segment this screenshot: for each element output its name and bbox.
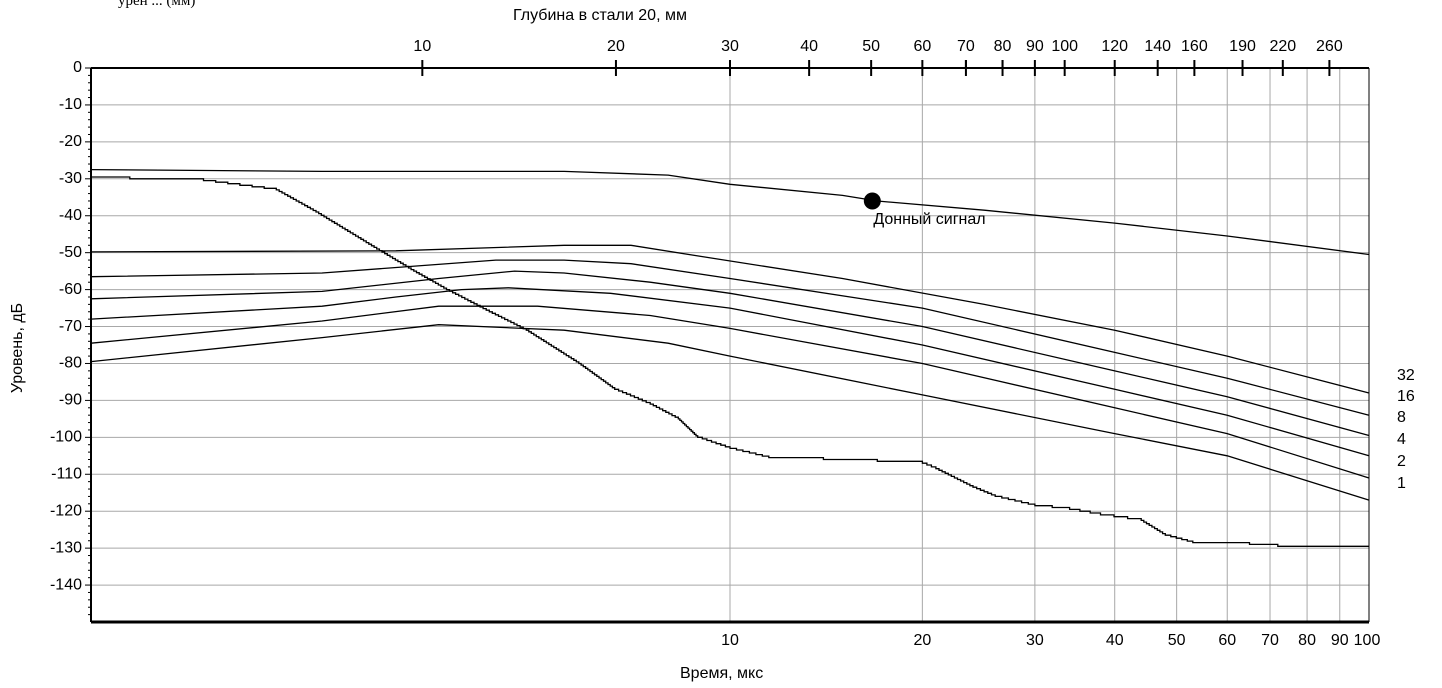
series-line-2 — [90, 305, 1370, 479]
top-tick-label: 70 — [957, 38, 975, 55]
y-tick-label: -30 — [59, 170, 82, 187]
series-line-1 — [90, 324, 1370, 501]
y-tick-label: -20 — [59, 133, 82, 150]
x-tick-label: 80 — [1298, 632, 1316, 649]
grid — [91, 68, 1370, 622]
top-tick-label: 10 — [413, 38, 431, 55]
x-tick-label: 10 — [721, 632, 739, 649]
top-tick-label: 80 — [994, 38, 1012, 55]
top-tick-label: 220 — [1269, 38, 1296, 55]
series-line-32 — [90, 244, 1370, 394]
y-tick-label: -10 — [59, 96, 82, 113]
y-tick-label: -120 — [50, 502, 82, 519]
series-label-1: 1 — [1397, 475, 1406, 492]
y-tick-label: -110 — [51, 465, 82, 482]
caption-fragment: урен ... (мм) — [118, 0, 196, 9]
x-tick-label: 100 — [1354, 632, 1381, 649]
top-tick-label: 30 — [721, 38, 739, 55]
top-tick-label: 100 — [1051, 38, 1078, 55]
y-tick-label: -50 — [59, 244, 82, 261]
y-tick-label: -100 — [50, 429, 82, 446]
x-tick-label: 60 — [1218, 632, 1236, 649]
x-tick-label: 30 — [1026, 632, 1044, 649]
x-axis-title: Время, мкс — [680, 665, 764, 682]
series-line-curve-7 — [91, 176, 1369, 547]
bottom-signal-label: Донный сигнал — [873, 211, 985, 228]
series-label-4: 4 — [1397, 431, 1406, 448]
top-tick-label: 160 — [1181, 38, 1208, 55]
y-tick-label: -140 — [50, 576, 82, 593]
series-line-4 — [90, 287, 1370, 457]
top-tick-label: 90 — [1026, 38, 1044, 55]
top-tick-label: 40 — [800, 38, 818, 55]
y-tick-label: 0 — [73, 59, 82, 76]
series-line-8 — [90, 270, 1370, 437]
series-label-2: 2 — [1397, 453, 1406, 470]
top-tick-label: 120 — [1101, 38, 1128, 55]
series-label-32: 32 — [1397, 367, 1415, 384]
top-tick-label: 260 — [1316, 38, 1343, 55]
x-tick-label: 40 — [1106, 632, 1124, 649]
axes — [85, 60, 1370, 624]
x-tick-label: 90 — [1331, 632, 1349, 649]
y-tick-label: -90 — [59, 392, 82, 409]
series-label-8: 8 — [1397, 409, 1406, 426]
top-tick-label: 60 — [913, 38, 931, 55]
series-line-curve-0 — [90, 168, 1370, 256]
x-tick-label: 70 — [1261, 632, 1279, 649]
y-tick-label: -60 — [59, 281, 82, 298]
series-group — [90, 168, 1370, 547]
series-label-16: 16 — [1397, 388, 1415, 405]
y-tick-label: -130 — [50, 539, 82, 556]
top-tick-label: 140 — [1144, 38, 1171, 55]
y-tick-label: -40 — [59, 207, 82, 224]
top-tick-label: 190 — [1229, 38, 1256, 55]
x-tick-label: 50 — [1168, 632, 1186, 649]
x-tick-label: 20 — [913, 632, 931, 649]
top-tick-label: 50 — [862, 38, 880, 55]
labels: 321684210-10-20-30-40-50-60-70-80-90-100… — [50, 38, 1415, 649]
y-tick-label: -80 — [59, 355, 82, 372]
top-axis-title: Глубина в стали 20, мм — [513, 7, 687, 24]
bottom-signal-marker — [863, 192, 881, 210]
top-tick-label: 20 — [607, 38, 625, 55]
y-tick-label: -70 — [59, 318, 82, 335]
